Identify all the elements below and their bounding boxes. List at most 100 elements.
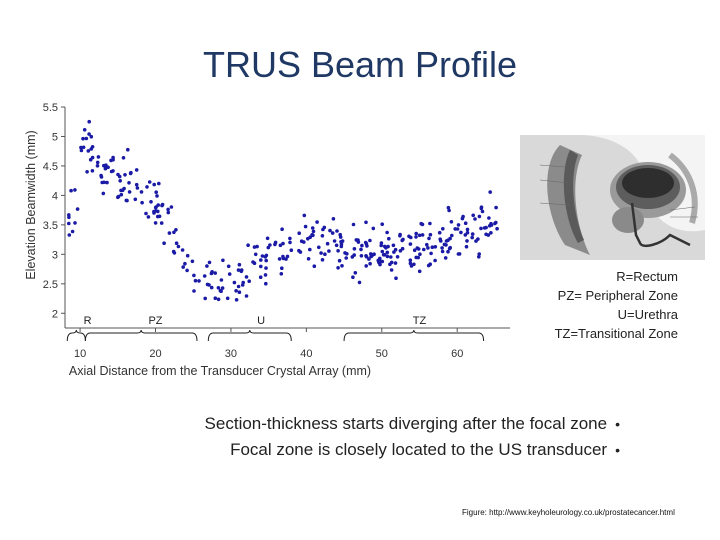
data-point <box>172 251 177 255</box>
data-point <box>429 251 433 256</box>
data-point <box>357 280 362 285</box>
data-point <box>203 296 207 301</box>
data-point <box>181 265 185 269</box>
data-point <box>124 198 129 203</box>
data-point <box>240 283 245 287</box>
data-point <box>218 288 223 293</box>
data-point <box>344 256 349 260</box>
bullet-marker: • <box>615 442 620 458</box>
data-point <box>441 227 445 231</box>
data-point <box>67 233 72 237</box>
bullet-text: Section-thickness starts diverging after… <box>204 414 608 433</box>
y-tick-label: 4.5 <box>43 161 58 173</box>
data-point <box>75 207 80 211</box>
data-point <box>266 245 271 250</box>
slide-title: TRUS Beam Profile <box>202 44 518 85</box>
data-point <box>338 232 343 237</box>
data-point <box>449 220 454 224</box>
data-point <box>99 173 103 178</box>
y-tick-label: 2 <box>52 308 58 320</box>
data-point <box>484 232 488 237</box>
y-tick-label: 3 <box>52 249 58 261</box>
data-point <box>127 190 132 194</box>
data-point <box>377 260 381 265</box>
bullet-item: Focal zone is closely located to the US … <box>40 437 620 463</box>
data-point <box>389 268 394 272</box>
data-point <box>225 296 230 301</box>
data-point <box>437 230 442 235</box>
data-point <box>409 264 414 268</box>
data-point <box>471 213 476 218</box>
data-point <box>465 227 470 232</box>
data-point <box>455 227 460 231</box>
data-point <box>96 155 101 159</box>
data-point <box>253 252 258 257</box>
legend-line-peripheral-zone: PZ= Peripheral Zone <box>557 288 678 303</box>
data-point <box>322 225 327 230</box>
data-point <box>219 278 224 282</box>
data-point <box>128 171 133 176</box>
data-point <box>86 149 91 153</box>
region-label: U <box>257 315 265 327</box>
region-brace <box>84 329 198 342</box>
data-point <box>381 253 386 257</box>
data-point <box>140 200 144 205</box>
data-point <box>368 261 372 266</box>
data-point <box>306 257 311 261</box>
data-point <box>412 248 417 252</box>
data-point <box>264 258 268 263</box>
data-point <box>157 214 162 219</box>
data-point <box>456 223 461 227</box>
data-point <box>237 262 242 267</box>
data-point <box>280 227 284 231</box>
data-point <box>162 241 166 245</box>
data-point <box>387 236 391 241</box>
data-point <box>279 272 284 276</box>
data-point <box>88 157 93 162</box>
data-point <box>87 132 91 136</box>
data-point <box>155 194 159 198</box>
data-point <box>89 147 93 151</box>
data-point <box>353 271 358 275</box>
data-point <box>302 213 307 218</box>
data-point <box>487 224 492 228</box>
x-axis-label: Axial Distance from the Transducer Cryst… <box>69 364 371 378</box>
data-point <box>418 252 422 256</box>
data-point <box>428 232 433 237</box>
data-point <box>202 274 207 278</box>
data-point <box>450 233 454 238</box>
data-point <box>192 289 196 293</box>
data-point <box>152 209 156 214</box>
data-point <box>285 254 290 259</box>
legend-line-transitional-zone: TZ=Transitional Zone <box>554 326 678 341</box>
data-point <box>339 240 343 244</box>
data-point <box>479 206 484 211</box>
data-point <box>470 232 475 236</box>
data-point <box>379 243 384 248</box>
data-point <box>160 202 165 207</box>
data-point <box>102 163 106 168</box>
data-point <box>487 216 491 220</box>
data-point <box>465 230 470 235</box>
data-point <box>281 256 286 261</box>
data-point <box>336 266 340 270</box>
data-point <box>494 205 498 210</box>
data-point <box>417 269 422 274</box>
data-point <box>185 253 190 258</box>
data-point <box>408 242 413 246</box>
data-point <box>277 257 282 261</box>
data-point <box>264 281 268 286</box>
data-point <box>246 243 250 247</box>
data-point <box>90 169 95 173</box>
data-point <box>448 236 452 241</box>
data-point <box>325 241 330 246</box>
data-point <box>464 244 469 249</box>
data-point <box>190 259 195 264</box>
data-point <box>359 247 363 252</box>
data-point <box>258 275 263 279</box>
figure-credit: Figure: http://www.keyholeurology.co.uk/… <box>462 508 675 517</box>
data-point <box>172 230 176 235</box>
data-point <box>425 242 429 247</box>
data-point <box>297 231 302 235</box>
data-point <box>339 244 344 249</box>
